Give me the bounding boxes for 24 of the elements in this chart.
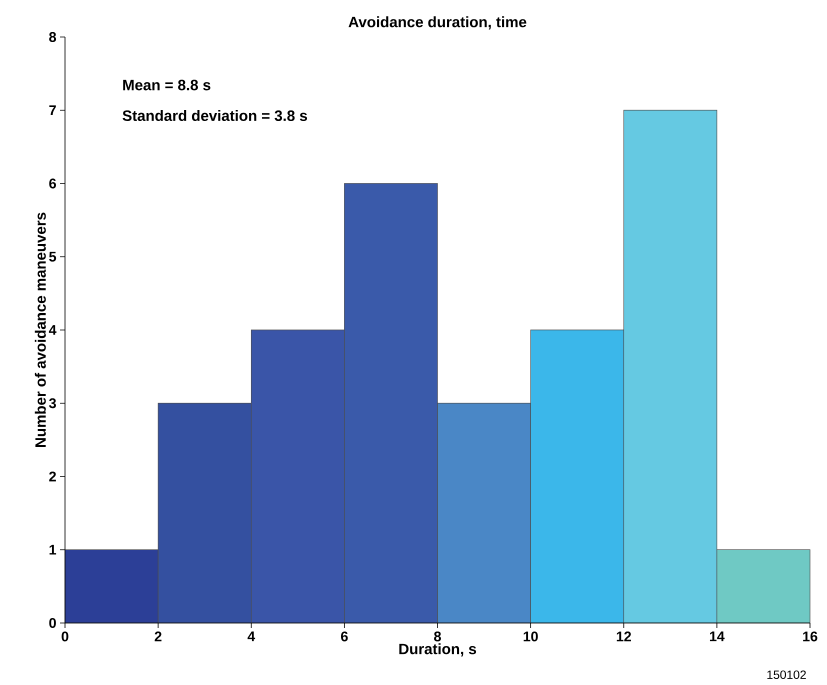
x-tick-label: 12 xyxy=(616,632,631,642)
y-axis-title: Number of avoidance maneuvers xyxy=(34,212,46,447)
y-tick-label: 4 xyxy=(48,325,56,335)
y-tick-label: 7 xyxy=(49,105,56,116)
x-tick-label: 14 xyxy=(710,632,725,642)
y-tick-label: 1 xyxy=(50,544,56,555)
x-tick-label: 8 xyxy=(434,632,441,642)
text: 150102 xyxy=(767,670,806,679)
x-tick-label: 10 xyxy=(524,632,538,642)
y-tick-label: 3 xyxy=(49,398,56,408)
x-tick-label: 6 xyxy=(341,632,348,642)
y-tick-label: 2 xyxy=(49,472,56,482)
annotation: Mean = 8.8 s xyxy=(123,80,210,90)
x-tick-label: 2 xyxy=(154,632,162,642)
y-tick-label: 8 xyxy=(49,32,56,42)
y-tick-label: 0 xyxy=(49,618,56,628)
x-tick-label: 4 xyxy=(248,632,256,642)
x-tick-label: 16 xyxy=(803,632,818,642)
x-tick-label: 0 xyxy=(62,632,68,642)
annotation: Standard deviation = 3.8 s xyxy=(122,110,308,122)
y-tick-label: 6 xyxy=(49,178,56,188)
chart-title: Avoidance duration, time xyxy=(348,16,526,30)
x-axis-title: Duration, s xyxy=(399,643,476,656)
y-tick-label: 5 xyxy=(49,252,56,262)
